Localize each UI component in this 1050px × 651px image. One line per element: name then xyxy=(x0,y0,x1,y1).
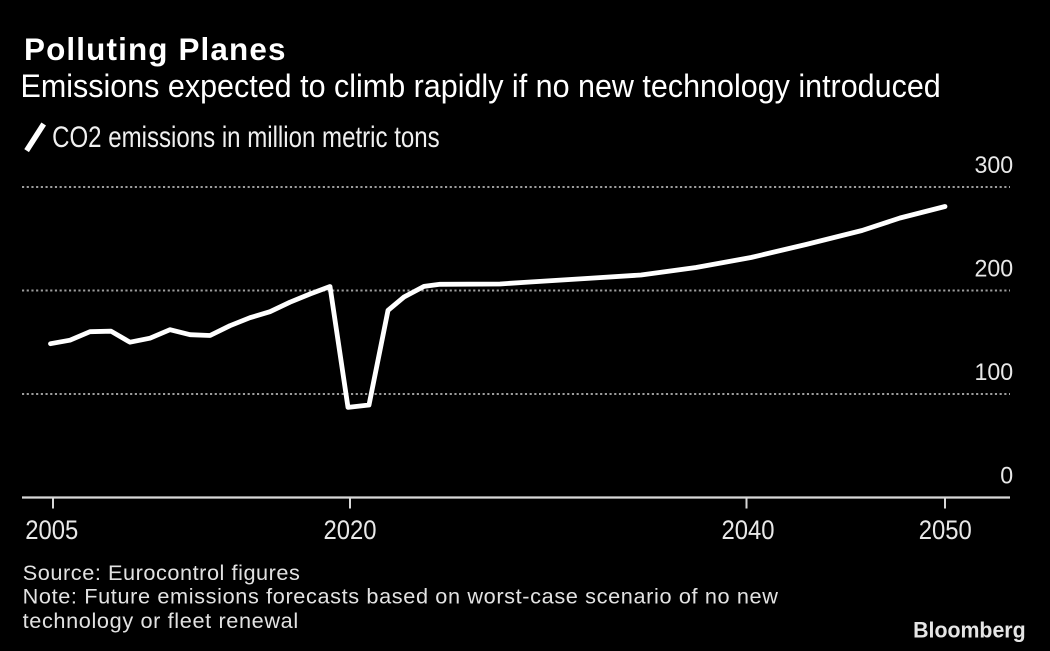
svg-text:2040: 2040 xyxy=(721,516,774,546)
svg-text:100: 100 xyxy=(975,358,1014,386)
svg-text:Source: Eurocontrol figures: Source: Eurocontrol figures xyxy=(23,560,301,585)
svg-text:Emissions expected to climb ra: Emissions expected to climb rapidly if n… xyxy=(21,68,941,104)
svg-text:2020: 2020 xyxy=(323,516,376,546)
svg-text:200: 200 xyxy=(975,255,1014,283)
svg-text:Polluting Planes: Polluting Planes xyxy=(24,32,287,67)
svg-text:CO2 emissions in million metri: CO2 emissions in million metric tons xyxy=(52,121,440,154)
svg-text:2005: 2005 xyxy=(25,516,78,546)
svg-text:0: 0 xyxy=(1000,462,1013,490)
svg-text:300: 300 xyxy=(975,151,1014,179)
svg-text:2050: 2050 xyxy=(919,516,972,546)
svg-text:Note: Future emissions forecas: Note: Future emissions forecasts based o… xyxy=(23,583,779,608)
svg-text:technology or fleet renewal: technology or fleet renewal xyxy=(23,608,299,633)
svg-text:Bloomberg: Bloomberg xyxy=(913,617,1025,643)
